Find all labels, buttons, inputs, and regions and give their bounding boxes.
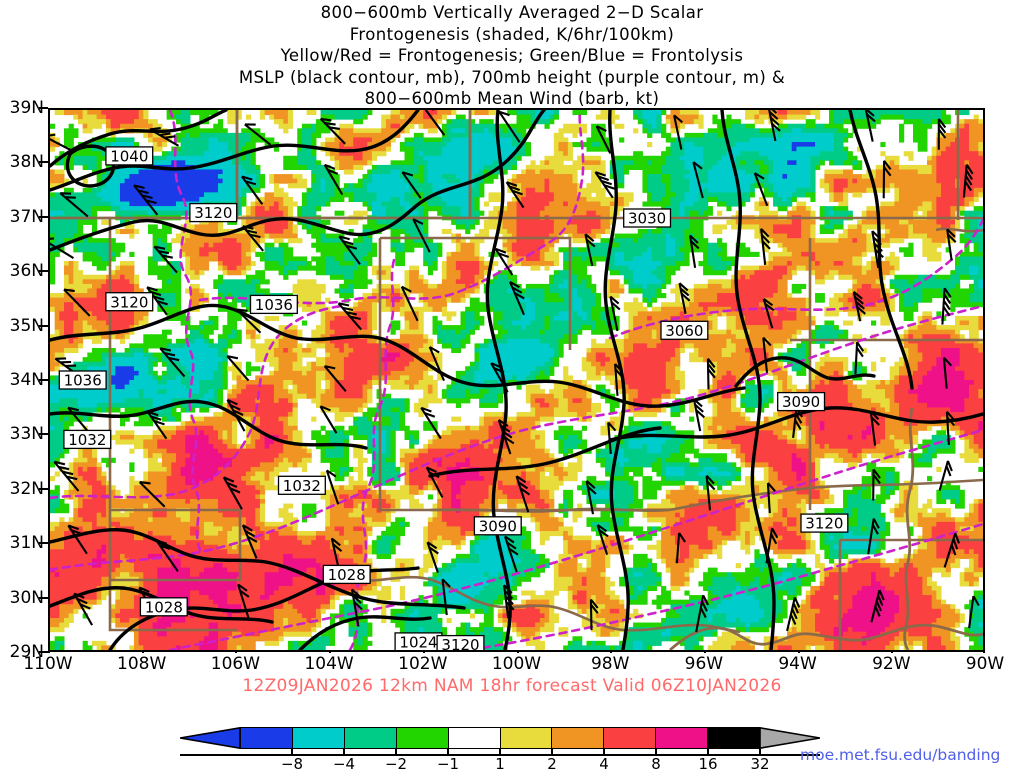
y-axis-tick-37N: 37N	[0, 207, 44, 227]
y-axis-tick-mark	[39, 107, 48, 109]
forecast-valid-caption: 12Z09JAN2026 12km NAM 18hr forecast Vali…	[0, 676, 1024, 696]
colorbar-tick-label-16: 16	[688, 755, 728, 773]
y-axis-tick-39N: 39N	[0, 98, 44, 118]
x-axis-tick-98W: 98W	[575, 654, 645, 674]
y-axis-tick-38N: 38N	[0, 152, 44, 172]
contour-label-1032-8: 1032	[64, 430, 111, 449]
colorbar-tick-label--1: −1	[428, 755, 468, 773]
contour-label-3030-5: 3030	[624, 209, 671, 228]
colorbar-swatch-4	[449, 728, 501, 748]
colorbar-tick-label-8: 8	[636, 755, 676, 773]
x-axis-tick-94W: 94W	[763, 654, 833, 674]
x-axis-tick-108W: 108W	[107, 654, 177, 674]
frontogenesis-map: 1040 3120 3120 1036 1036 3030 3060 3090 1032 1032…	[50, 110, 983, 650]
map-plot-area[interactable]: 1040 3120 3120 1036 1036 3030 3060 3090 1032 1032…	[48, 108, 985, 652]
contour-label-3120-15: 3120	[437, 636, 484, 650]
contour-label-1028-12: 1028	[323, 565, 370, 584]
y-axis-tick-mark	[39, 597, 48, 599]
title-line-2: Frontogenesis (shaded, K/6hr/100km)	[0, 24, 1024, 46]
title-line-1: 800−600mb Vertically Averaged 2−D Scalar	[0, 2, 1024, 24]
colorbar-tick-label-2: 2	[532, 755, 572, 773]
contour-label-3120-1: 3120	[190, 204, 237, 223]
colorbar-swatch-3	[397, 728, 449, 748]
x-axis-tick-104W: 104W	[294, 654, 364, 674]
y-axis-tick-33N: 33N	[0, 424, 44, 444]
y-axis-tick-36N: 36N	[0, 261, 44, 281]
colorbar-swatch-1	[293, 728, 345, 748]
y-axis-tick-31N: 31N	[0, 533, 44, 553]
y-axis-tick-mark	[39, 542, 48, 544]
colorbar-swatches	[240, 727, 760, 749]
source-url-link[interactable]: moe.met.fsu.edu/banding	[800, 746, 1000, 764]
contour-label-3060-6: 3060	[661, 321, 708, 340]
colorbar-tick-label-4: 4	[584, 755, 624, 773]
x-axis-tick-102W: 102W	[388, 654, 458, 674]
colorbar-swatch-8	[656, 728, 708, 748]
x-axis-tick-110W: 110W	[13, 654, 83, 674]
colorbar-tick-label--4: −4	[324, 755, 364, 773]
colorbar-swatch-6	[552, 728, 604, 748]
y-axis-tick-mark	[39, 216, 48, 218]
title-line-5: 800−600mb Mean Wind (barb, kt)	[0, 88, 1024, 110]
y-axis-tick-35N: 35N	[0, 316, 44, 336]
colorbar-swatch-2	[345, 728, 397, 748]
colorbar-under-arrow	[180, 727, 240, 749]
title-line-4: MSLP (black contour, mb), 700mb height (…	[0, 67, 1024, 89]
contour-label-1036-3: 1036	[251, 295, 298, 314]
contour-label-3120-2: 3120	[106, 293, 153, 312]
chart-title-block: 800−600mb Vertically Averaged 2−D Scalar…	[0, 2, 1024, 110]
y-axis-tick-34N: 34N	[0, 370, 44, 390]
colorbar-swatch-7	[604, 728, 656, 748]
title-line-3: Yellow/Red = Frontogenesis; Green/Blue =…	[0, 45, 1024, 67]
contour-label-3090-10: 3090	[474, 517, 521, 536]
y-axis-tick-30N: 30N	[0, 588, 44, 608]
colorbar-tick-label--2: −2	[376, 755, 416, 773]
contour-label-1028-13: 1028	[140, 598, 187, 617]
y-axis-tick-mark	[39, 161, 48, 163]
y-axis-tick-mark	[39, 433, 48, 435]
contour-label-1032-9: 1032	[279, 476, 326, 495]
contour-label-1040-0: 1040	[106, 147, 153, 166]
y-axis-tick-mark	[39, 325, 48, 327]
contour-label-1036-4: 1036	[59, 371, 106, 390]
colorbar-tick-label-1: 1	[480, 755, 520, 773]
x-axis-tick-90W: 90W	[950, 654, 1020, 674]
contour-label-3120-11: 3120	[801, 514, 848, 533]
x-axis-tick-96W: 96W	[669, 654, 739, 674]
y-axis-tick-mark	[39, 488, 48, 490]
x-axis-tick-106W: 106W	[200, 654, 270, 674]
colorbar-swatch-5	[501, 728, 553, 748]
y-axis-tick-mark	[39, 651, 48, 653]
colorbar-swatch-0	[241, 728, 293, 748]
y-axis-tick-mark	[39, 270, 48, 272]
colorbar-swatch-9	[708, 728, 759, 748]
x-axis-tick-100W: 100W	[482, 654, 552, 674]
colorbar-tick-label--8: −8	[272, 755, 312, 773]
contour-label-1024-14: 1024	[395, 633, 442, 650]
x-axis-tick-92W: 92W	[856, 654, 926, 674]
y-axis-tick-mark	[39, 379, 48, 381]
y-axis-tick-32N: 32N	[0, 479, 44, 499]
colorbar-tick-label-32: 32	[740, 755, 780, 773]
contour-label-3090-7: 3090	[778, 393, 825, 412]
